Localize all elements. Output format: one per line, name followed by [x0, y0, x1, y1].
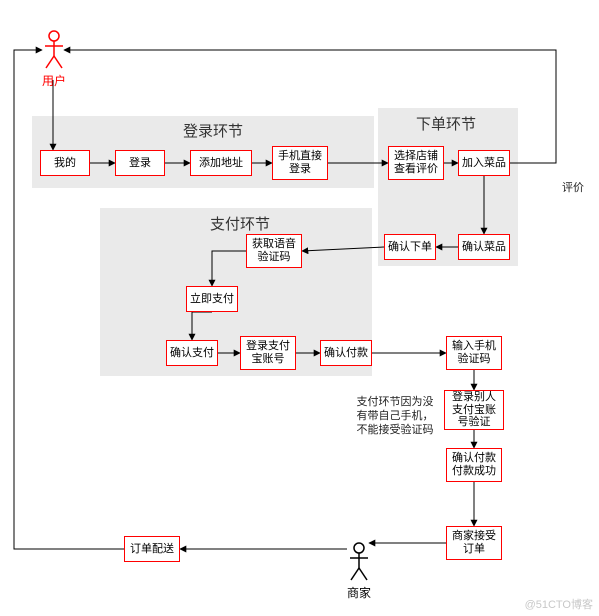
label-review: 评价	[562, 182, 584, 196]
note-no-phone: 支付环节因为没有带自己手机，不能接受验证码	[352, 396, 438, 437]
actor-user: 用户	[42, 30, 66, 89]
node-sms-code: 输入手机验证码	[446, 336, 502, 370]
node-login: 登录	[115, 150, 165, 176]
node-other-alipay: 登录别人支付宝账号验证	[444, 390, 504, 430]
node-confirm-payment: 确认付款	[320, 340, 372, 366]
node-add-addr: 添加地址	[190, 150, 252, 176]
node-add-dish: 加入菜品	[458, 150, 510, 176]
node-voice-code: 获取语音验证码	[246, 234, 302, 268]
node-phone-login: 手机直接登录	[272, 146, 328, 180]
node-mine: 我的	[40, 150, 90, 176]
actor-merchant-label: 商家	[347, 584, 371, 601]
node-pay-success: 确认付款付款成功	[446, 448, 502, 482]
panel-pay-title: 支付环节	[210, 213, 270, 234]
panel-order-title: 下单环节	[416, 113, 476, 134]
node-confirm-pay: 确认支付	[166, 340, 218, 366]
actor-user-label: 用户	[42, 72, 66, 89]
panel-login-title: 登录环节	[183, 120, 243, 141]
node-confirm-dish: 确认菜品	[458, 234, 510, 260]
node-confirm-order: 确认下单	[384, 234, 436, 260]
node-delivery: 订单配送	[124, 536, 180, 562]
node-accept-order: 商家接受订单	[446, 526, 502, 560]
node-pick-shop: 选择店铺查看评价	[388, 146, 444, 180]
actor-merchant: 商家	[347, 542, 371, 601]
node-pay-now: 立即支付	[186, 286, 238, 312]
node-alipay-login: 登录支付宝账号	[240, 336, 296, 370]
watermark: @51CTO博客	[525, 596, 593, 612]
